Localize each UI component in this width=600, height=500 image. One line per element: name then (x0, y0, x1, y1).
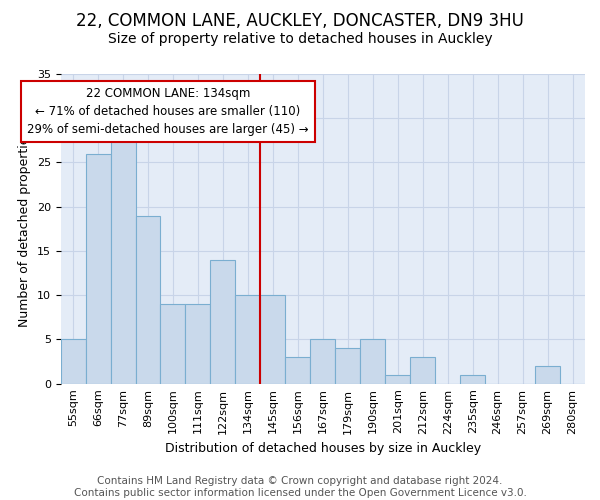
Bar (335, 348, 360, 384)
Bar (211, 260, 235, 384)
Text: 22 COMMON LANE: 134sqm
← 71% of detached houses are smaller (110)
29% of semi-de: 22 COMMON LANE: 134sqm ← 71% of detached… (27, 88, 309, 136)
Bar (61, 340, 86, 384)
Bar (185, 304, 211, 384)
Bar (235, 295, 260, 384)
Bar (160, 304, 185, 384)
Bar (385, 375, 410, 384)
X-axis label: Distribution of detached houses by size in Auckley: Distribution of detached houses by size … (165, 442, 481, 455)
Bar (86, 154, 110, 384)
Bar (410, 357, 435, 384)
Bar (260, 295, 286, 384)
Bar (535, 366, 560, 384)
Text: 22, COMMON LANE, AUCKLEY, DONCASTER, DN9 3HU: 22, COMMON LANE, AUCKLEY, DONCASTER, DN9… (76, 12, 524, 30)
Y-axis label: Number of detached properties: Number of detached properties (18, 130, 31, 328)
Bar (136, 216, 160, 384)
Bar (286, 357, 310, 384)
Text: Size of property relative to detached houses in Auckley: Size of property relative to detached ho… (107, 32, 493, 46)
Bar (310, 340, 335, 384)
Bar (460, 375, 485, 384)
Bar (360, 340, 385, 384)
Bar (110, 127, 136, 384)
Text: Contains HM Land Registry data © Crown copyright and database right 2024.
Contai: Contains HM Land Registry data © Crown c… (74, 476, 526, 498)
